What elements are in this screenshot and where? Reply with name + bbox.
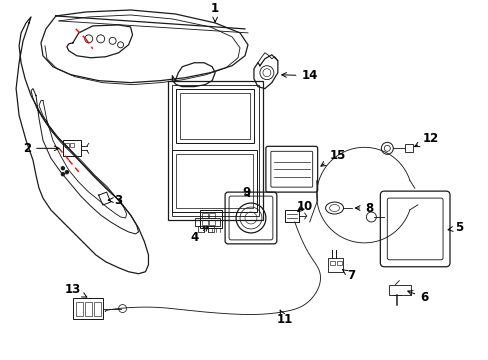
Text: 4: 4 (190, 226, 208, 244)
Bar (73, 298, 102, 319)
Bar (172, 85, 259, 216)
Bar (176, 89, 253, 143)
Bar (200, 210, 222, 228)
Text: 12: 12 (414, 132, 438, 147)
Text: 8: 8 (355, 202, 373, 215)
Bar (63, 140, 81, 156)
Bar (198, 226, 204, 232)
Bar (172, 150, 256, 212)
Bar (180, 93, 249, 139)
Circle shape (61, 173, 64, 176)
Circle shape (61, 167, 64, 170)
Bar (94, 302, 101, 315)
Text: 11: 11 (276, 310, 292, 326)
Text: 6: 6 (407, 291, 427, 304)
Bar (208, 226, 214, 232)
Text: 15: 15 (320, 149, 345, 166)
Text: 13: 13 (64, 283, 87, 297)
Circle shape (65, 171, 68, 174)
Bar (76, 302, 82, 315)
Text: 5: 5 (447, 221, 462, 234)
Bar (70, 143, 74, 147)
Bar (336, 261, 341, 265)
Text: 7: 7 (342, 269, 355, 282)
Text: 2: 2 (23, 142, 59, 155)
Text: 10: 10 (296, 199, 312, 212)
Text: 3: 3 (108, 194, 122, 207)
Bar (195, 218, 220, 226)
Bar (209, 220, 215, 225)
Text: 14: 14 (281, 69, 317, 82)
Bar (202, 220, 208, 225)
Bar (202, 213, 208, 218)
Bar (405, 144, 412, 152)
Bar (329, 261, 334, 265)
Bar (388, 285, 410, 294)
Bar (284, 210, 298, 222)
Bar (65, 143, 69, 147)
Bar (176, 154, 252, 208)
Bar (84, 302, 92, 315)
Bar (327, 258, 342, 272)
Text: 9: 9 (243, 186, 251, 199)
Bar (209, 213, 215, 218)
Bar (168, 81, 263, 220)
Text: 1: 1 (211, 3, 219, 22)
